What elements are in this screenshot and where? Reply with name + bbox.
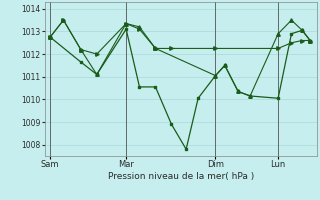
X-axis label: Pression niveau de la mer( hPa ): Pression niveau de la mer( hPa ) <box>108 172 254 181</box>
